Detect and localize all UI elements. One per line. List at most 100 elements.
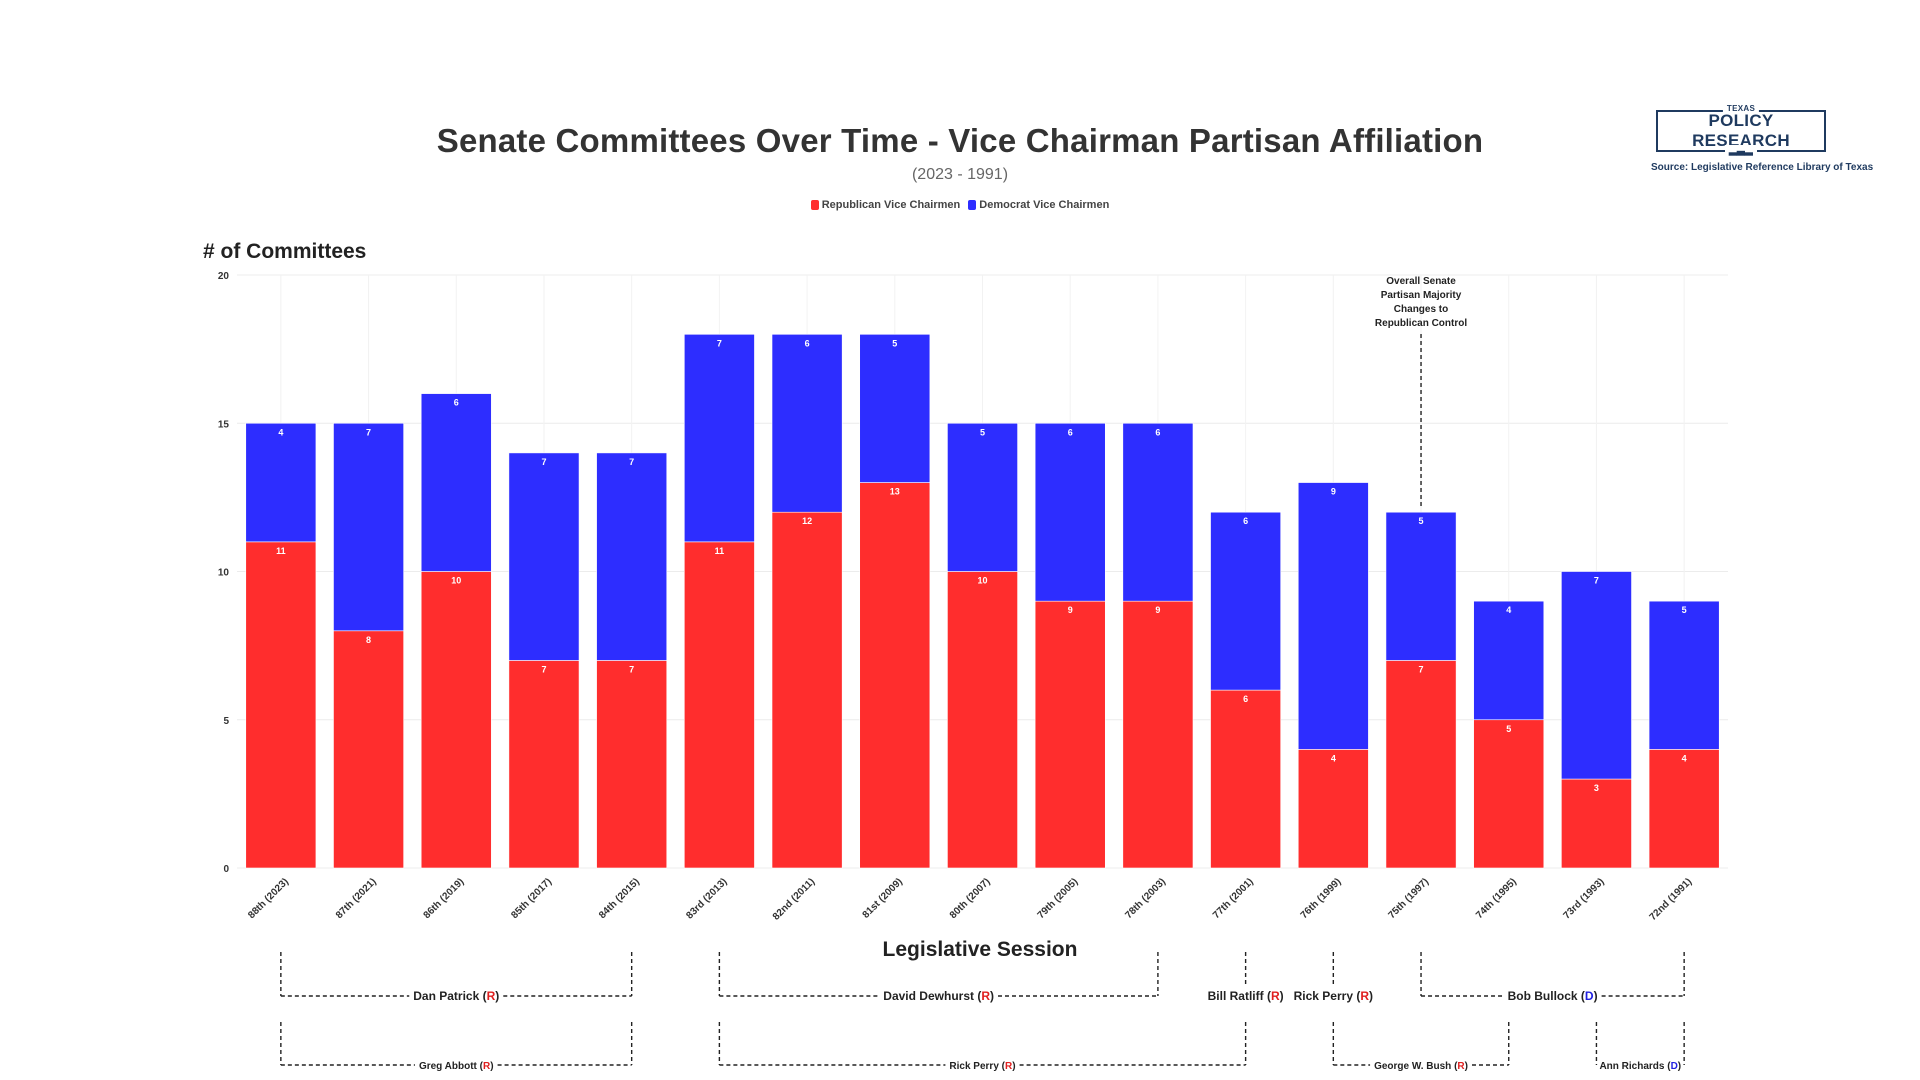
bar-republican[interactable] bbox=[1561, 778, 1632, 869]
bar-republican[interactable] bbox=[508, 660, 580, 869]
bar-democrat[interactable] bbox=[859, 333, 931, 483]
x-tick-label: 86th (2019) bbox=[422, 876, 467, 921]
bar-republican[interactable] bbox=[947, 571, 1018, 869]
annotation-text: Partisan Majority bbox=[1381, 290, 1462, 301]
bar-democrat[interactable] bbox=[947, 422, 1018, 572]
officeholder-party: R bbox=[483, 1061, 491, 1072]
x-tick-label: 77th (2001) bbox=[1211, 876, 1256, 921]
y-tick-label: 10 bbox=[218, 568, 230, 579]
annotation-text: Overall Senate bbox=[1386, 276, 1456, 287]
bar-democrat[interactable] bbox=[1034, 422, 1106, 602]
bar-democrat[interactable] bbox=[333, 422, 404, 632]
chart-title: Senate Committees Over Time - Vice Chair… bbox=[436, 122, 1484, 159]
officeholder-paren: ) bbox=[1594, 989, 1598, 1003]
data-label-republican: 4 bbox=[1682, 753, 1687, 763]
bar-democrat[interactable] bbox=[1122, 422, 1194, 602]
x-tick-label: 85th (2017) bbox=[509, 876, 554, 921]
bar-republican[interactable] bbox=[771, 511, 843, 869]
data-label-democrat: 4 bbox=[1506, 605, 1511, 615]
x-tick-label: 74th (1995) bbox=[1474, 876, 1519, 921]
bar-democrat[interactable] bbox=[1210, 511, 1281, 691]
data-label-republican: 7 bbox=[541, 664, 546, 674]
officeholder-name: Greg Abbott ( bbox=[419, 1061, 484, 1072]
annotation-text: Changes to bbox=[1394, 304, 1448, 315]
officeholder-label: Rick Perry (R) bbox=[1294, 989, 1373, 1003]
data-label-republican: 7 bbox=[1419, 664, 1424, 674]
data-label-republican: 5 bbox=[1506, 724, 1511, 734]
bar-republican[interactable] bbox=[245, 541, 317, 869]
legend-label-democrat: Democrat Vice Chairmen bbox=[979, 199, 1110, 211]
officeholder-party: R bbox=[1360, 989, 1369, 1003]
data-label-democrat: 6 bbox=[1155, 427, 1160, 437]
officeholder-party: R bbox=[1005, 1061, 1013, 1072]
bar-democrat[interactable] bbox=[508, 452, 580, 661]
bar-democrat[interactable] bbox=[683, 333, 755, 543]
data-label-republican: 10 bbox=[451, 576, 461, 586]
legend-label-republican: Republican Vice Chairmen bbox=[821, 199, 961, 211]
data-label-republican: 7 bbox=[629, 664, 634, 674]
legend-swatch-democrat bbox=[968, 200, 977, 210]
officeholder-name: Rick Perry ( bbox=[949, 1061, 1005, 1072]
y-tick-label: 15 bbox=[218, 419, 230, 430]
legend-item-republican[interactable]: Republican Vice Chairmen bbox=[810, 199, 961, 211]
data-label-democrat: 9 bbox=[1331, 487, 1336, 497]
officeholder-name: Ann Richards ( bbox=[1599, 1061, 1671, 1072]
data-label-republican: 9 bbox=[1068, 605, 1073, 615]
x-tick-label: 84th (2015) bbox=[597, 876, 642, 921]
bar-republican[interactable] bbox=[420, 571, 492, 869]
chart-legend: Republican Vice Chairmen Democrat Vice C… bbox=[0, 199, 1920, 211]
x-tick-label: 83rd (2013) bbox=[684, 876, 729, 921]
bar-republican[interactable] bbox=[1034, 600, 1106, 869]
x-tick-label: 87th (2021) bbox=[334, 876, 379, 921]
officeholder-party: R bbox=[981, 989, 990, 1003]
bar-republican[interactable] bbox=[1648, 749, 1720, 869]
texas-policy-research-logo: TEXAS POLICY RESEARCH ▂▃▂ Source: Legisl… bbox=[1651, 104, 1873, 173]
officeholder-name: George W. Bush ( bbox=[1374, 1061, 1458, 1072]
bar-democrat[interactable] bbox=[1297, 482, 1369, 750]
officeholder-name: Bill Ratliff ( bbox=[1208, 989, 1271, 1003]
x-tick-label: 81st (2009) bbox=[861, 876, 905, 920]
armadillo-icon: ▂▃▂ bbox=[1725, 145, 1757, 157]
officeholder-name: David Dewhurst ( bbox=[883, 989, 981, 1003]
bar-republican[interactable] bbox=[333, 630, 404, 869]
bar-democrat[interactable] bbox=[771, 333, 843, 513]
data-label-democrat: 6 bbox=[454, 398, 459, 408]
data-label-republican: 12 bbox=[802, 516, 812, 526]
officeholder-party: D bbox=[1585, 989, 1594, 1003]
bar-republican[interactable] bbox=[1210, 689, 1281, 869]
bar-republican[interactable] bbox=[859, 482, 931, 869]
bar-democrat[interactable] bbox=[420, 393, 492, 572]
data-label-democrat: 7 bbox=[366, 427, 371, 437]
bar-republican[interactable] bbox=[1473, 719, 1545, 869]
bar-democrat[interactable] bbox=[1648, 600, 1720, 750]
bar-republican[interactable] bbox=[596, 660, 668, 869]
bar-republican[interactable] bbox=[1122, 600, 1194, 869]
data-label-republican: 13 bbox=[890, 487, 900, 497]
data-label-republican: 4 bbox=[1331, 753, 1336, 763]
data-label-democrat: 6 bbox=[1243, 516, 1248, 526]
data-label-democrat: 5 bbox=[892, 338, 897, 348]
bar-democrat[interactable] bbox=[1561, 571, 1632, 780]
officeholder-paren: ) bbox=[1369, 989, 1373, 1003]
bar-republican[interactable] bbox=[1297, 749, 1369, 869]
y-tick-label: 0 bbox=[223, 864, 229, 875]
bar-democrat[interactable] bbox=[1385, 511, 1457, 661]
officeholder-party: R bbox=[1457, 1061, 1465, 1072]
bar-republican[interactable] bbox=[683, 541, 755, 869]
bar-democrat[interactable] bbox=[596, 452, 668, 661]
legend-swatch-republican bbox=[810, 200, 819, 210]
bar-republican[interactable] bbox=[1385, 660, 1457, 869]
officeholder-label: David Dewhurst (R) bbox=[883, 989, 994, 1003]
data-label-democrat: 5 bbox=[1419, 516, 1424, 526]
legend-item-democrat[interactable]: Democrat Vice Chairmen bbox=[968, 199, 1109, 211]
bar-democrat[interactable] bbox=[1473, 600, 1545, 721]
officeholder-paren: ) bbox=[990, 989, 994, 1003]
bar-democrat[interactable] bbox=[245, 422, 317, 543]
data-label-democrat: 5 bbox=[980, 427, 985, 437]
officeholder-paren: ) bbox=[1465, 1061, 1468, 1072]
data-label-republican: 11 bbox=[715, 546, 725, 556]
logo-box: TEXAS POLICY RESEARCH ▂▃▂ bbox=[1656, 104, 1826, 157]
officeholder-label: Ann Richards (D) bbox=[1599, 1061, 1681, 1072]
chart-subtitle: (2023 - 1991) bbox=[911, 166, 1009, 183]
